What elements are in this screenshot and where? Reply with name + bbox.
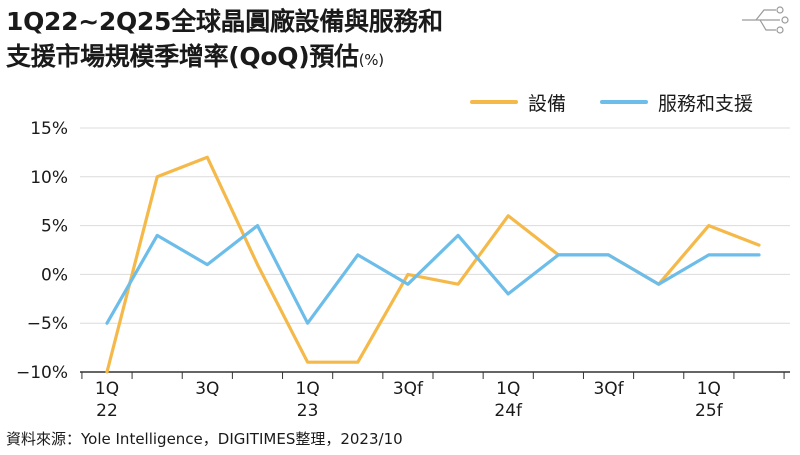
- legend-label-equipment: 設備: [528, 92, 567, 115]
- unit-label: (%): [358, 51, 384, 69]
- y-tick-label: 0%: [41, 265, 68, 285]
- x-tick-label: 3Qf: [593, 379, 624, 399]
- series-line-services: [105, 224, 761, 325]
- x-tick-label: 25f: [695, 401, 724, 421]
- y-tick-label: −5%: [27, 314, 68, 334]
- x-tick-label: 23: [297, 401, 319, 421]
- series-layer: [105, 155, 761, 374]
- x-tick-label: 3Qf: [393, 379, 424, 399]
- source-note: 資料來源：Yole Intelligence，DIGITIMES整理，2023/…: [6, 430, 403, 448]
- legend-item-services: 服務和支援: [600, 89, 753, 116]
- legend: 設備 服務和支援: [470, 89, 787, 116]
- circuit-decoration-icon: [742, 6, 789, 34]
- legend-item-equipment: 設備: [470, 89, 566, 116]
- x-tick-label: 22: [96, 401, 118, 421]
- x-tick-label: 1Q: [95, 379, 119, 399]
- legend-swatch-equipment: [470, 100, 518, 104]
- grid-layer: [80, 127, 790, 373]
- legend-label-services: 服務和支援: [658, 92, 754, 115]
- axis-layer: [81, 372, 785, 379]
- x-tick-label: 1Q: [496, 379, 520, 399]
- y-tick-label: 5%: [41, 217, 68, 237]
- legend-swatch-services: [600, 100, 649, 104]
- x-tick-label: 1Q: [697, 379, 721, 399]
- title-line-2-text: 支援市場規模季增率(QoQ)預估: [6, 42, 359, 71]
- chart-title: 1Q22~2Q25全球晶圓廠設備與服務和 支援市場規模季增率(QoQ)預估(%): [6, 4, 566, 78]
- x-tick-label: 3Q: [195, 379, 219, 399]
- title-line-2: 支援市場規模季增率(QoQ)預估(%): [6, 39, 566, 78]
- x-tick-label: 24f: [494, 401, 523, 421]
- y-tick-label: 15%: [30, 119, 68, 139]
- x-tick-label: 1Q: [296, 379, 320, 399]
- y-tick-label: 10%: [30, 168, 68, 188]
- title-line-1: 1Q22~2Q25全球晶圓廠設備與服務和: [6, 7, 443, 36]
- y-tick-label: −10%: [16, 363, 68, 383]
